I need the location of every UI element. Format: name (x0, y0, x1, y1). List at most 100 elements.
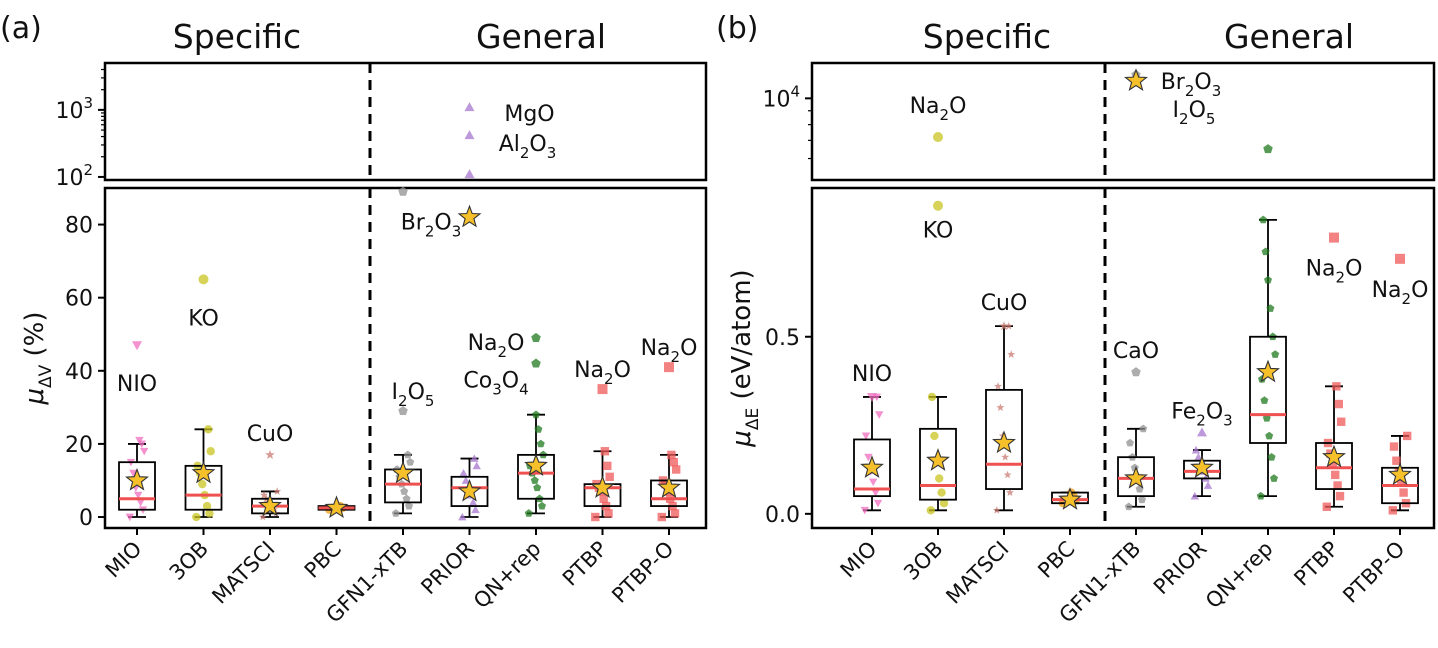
box-2 (251, 487, 289, 521)
outlier-7: I2O5 (1124, 68, 1215, 128)
tick-exp: 2 (83, 161, 93, 179)
outlier-marker (398, 186, 408, 196)
outlier-label: CuO (247, 422, 294, 447)
mean-star (125, 467, 149, 491)
outlier-6: Br2O3 (1131, 69, 1221, 100)
mean-star (391, 460, 415, 484)
label-sub: 2 (398, 392, 408, 410)
data-point (926, 506, 935, 515)
data-point (1007, 350, 1016, 358)
data-point (930, 431, 939, 441)
outlier-marker (933, 200, 943, 211)
data-point (591, 512, 600, 522)
outlier-9: Na2O (1306, 232, 1362, 287)
data-point (1003, 470, 1012, 479)
outlier-label: KO (923, 219, 954, 244)
ylabel-main: μ (727, 430, 757, 448)
data-point (994, 382, 1002, 390)
mean-star (860, 455, 884, 478)
upper-tick-label: 104 (762, 82, 800, 112)
data-point (205, 509, 214, 518)
data-point (459, 468, 468, 477)
outlier-8 (1263, 144, 1273, 154)
data-point (1267, 452, 1276, 461)
box-3 (317, 495, 356, 519)
lower-tick-label: 20 (65, 433, 93, 458)
data-point (202, 501, 212, 511)
outlier-label: NIO (117, 372, 157, 397)
mean-star (1058, 487, 1082, 510)
data-point (406, 457, 415, 466)
data-point (1194, 452, 1203, 461)
outlier-marker (464, 130, 475, 140)
mean-star (1124, 465, 1148, 489)
data-point (1004, 321, 1013, 330)
data-point (1265, 431, 1274, 440)
outlier-label: Br2O3 (401, 211, 462, 241)
outlier-label: CaO (1113, 339, 1159, 364)
data-point (1334, 399, 1343, 409)
x-tick-label-8: PTBP-O (607, 537, 678, 608)
label-tail: O (1411, 278, 1428, 303)
data-point (869, 478, 878, 487)
data-point (461, 476, 471, 484)
data-point (1126, 438, 1134, 447)
label-tail: O (1345, 257, 1362, 282)
outlier-1: KO (923, 200, 954, 244)
outlier-2: CuO (981, 291, 1027, 331)
box-0 (118, 436, 156, 522)
data-point (472, 461, 481, 470)
x-tick-label-8: PTBP-O (1338, 537, 1409, 608)
panel-label: (a) (0, 11, 42, 46)
data-point (532, 410, 540, 419)
outlier-label: Co3O4 (463, 368, 528, 398)
data-point (669, 457, 678, 467)
lower-tick-label: 40 (65, 360, 93, 385)
label-tail: O (614, 358, 631, 383)
label-main: CaO (1113, 339, 1159, 364)
outlier-label: Fe2O3 (1171, 399, 1232, 429)
data-point (605, 472, 614, 482)
data-point (1006, 488, 1014, 496)
outlier-label: Na2O (1372, 278, 1429, 308)
outlier-marker (933, 132, 943, 143)
box-7 (1315, 382, 1353, 511)
data-point (1331, 470, 1340, 480)
data-point (134, 491, 143, 500)
data-point (1139, 424, 1148, 433)
label-sub: 2 (604, 370, 614, 388)
box-iqr (450, 475, 489, 507)
data-point (1138, 495, 1146, 504)
tick-exp: 3 (83, 94, 93, 112)
data-point (538, 501, 546, 510)
data-point (1271, 350, 1280, 358)
outlier-marker (398, 406, 408, 416)
data-point (1337, 417, 1346, 426)
box-4 (384, 450, 422, 517)
label-main: Na (1306, 257, 1336, 282)
label-tail: O (502, 368, 519, 393)
label-main: Fe (1171, 399, 1196, 424)
data-point (1261, 247, 1270, 256)
outlier-marker (531, 332, 541, 342)
box-8 (1381, 431, 1419, 515)
data-point (1259, 215, 1268, 224)
data-point (1191, 445, 1201, 454)
outlier-0: NIO (117, 341, 157, 397)
outlier-label: Na2O (910, 94, 967, 124)
data-point (258, 512, 267, 521)
x-tick-label-3: PBC (300, 537, 346, 583)
box-iqr (1315, 442, 1353, 490)
outlier-star (1124, 68, 1148, 92)
ylabel-main: μ (20, 388, 50, 406)
label-sub: 3 (492, 380, 502, 398)
outlier-8: Al2O3 (464, 130, 556, 162)
data-point (1332, 382, 1341, 391)
box-iqr (118, 461, 156, 511)
outlier-marker (531, 358, 541, 368)
data-point (1328, 460, 1337, 469)
outlier-12: Na2O (641, 336, 697, 373)
